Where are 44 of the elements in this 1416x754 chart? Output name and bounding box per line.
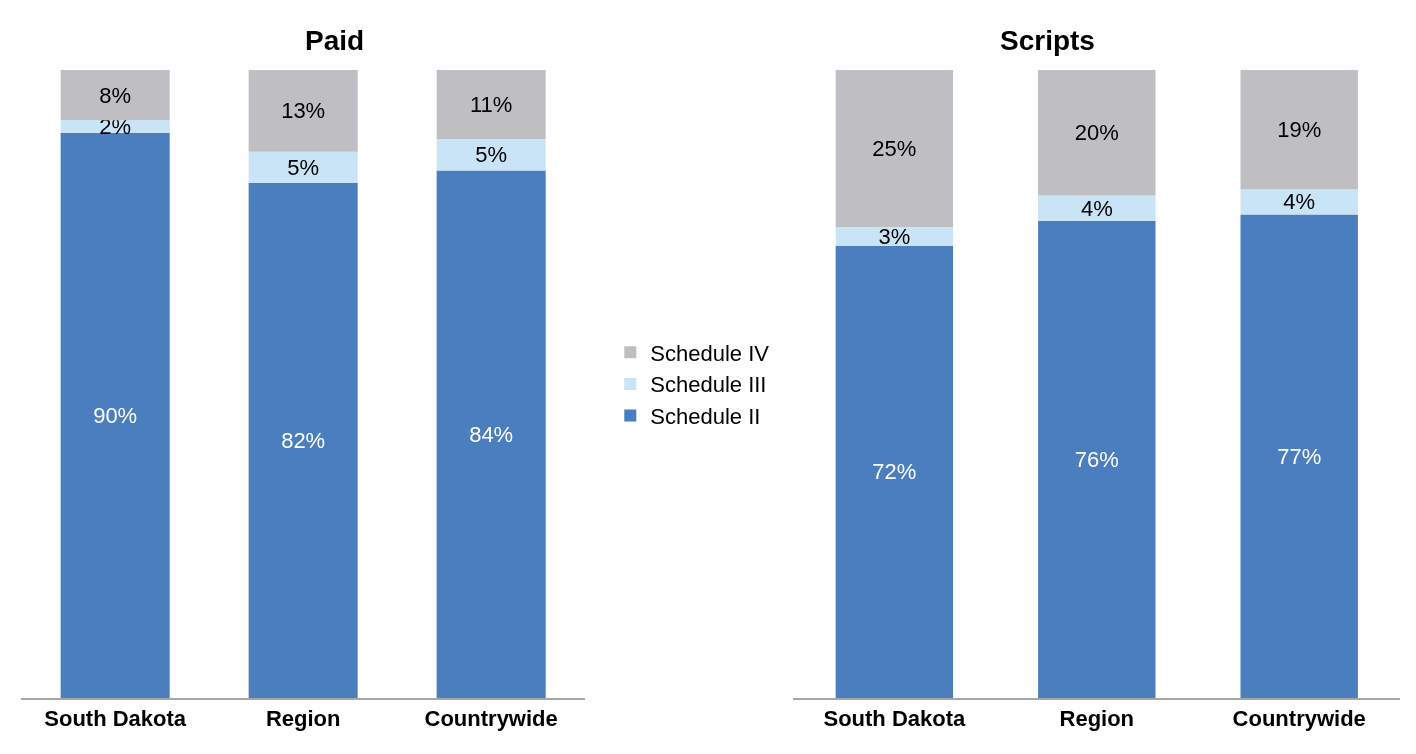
data-label: 5%	[287, 154, 320, 180]
bar	[1240, 189, 1358, 215]
bar	[1038, 220, 1156, 698]
data-label: 11%	[469, 92, 513, 118]
data-label: 8%	[99, 82, 132, 108]
data-label: 4%	[1080, 195, 1113, 221]
x-tick-label: Region	[265, 706, 341, 732]
bar	[436, 170, 546, 698]
bar	[248, 151, 358, 184]
data-label: 3%	[878, 223, 911, 249]
bar	[436, 70, 546, 140]
chart-title: Paid	[305, 25, 365, 56]
legend-label: Schedule IV	[650, 340, 770, 366]
bar	[248, 70, 358, 152]
bar	[835, 245, 954, 698]
x-tick-label: South Dakota	[823, 706, 967, 732]
x-tick-label: Region	[1059, 706, 1135, 732]
bar	[248, 183, 358, 698]
bar	[1240, 70, 1358, 190]
legend-label: Schedule III	[650, 372, 767, 398]
data-label: 25%	[872, 136, 917, 161]
x-tick-label: South Dakota	[44, 706, 187, 732]
bar	[436, 139, 546, 171]
data-label: 19%	[1277, 117, 1322, 143]
data-label: 76%	[1074, 446, 1119, 472]
data-label: 13%	[281, 98, 326, 124]
data-label: 4%	[1283, 189, 1316, 215]
bar	[60, 132, 170, 698]
data-label: 90%	[93, 402, 138, 428]
data-label: 82%	[281, 428, 326, 454]
bar	[835, 70, 954, 227]
bar	[60, 70, 170, 121]
data-label: 5%	[475, 142, 508, 168]
bar	[1038, 195, 1156, 221]
data-label: 20%	[1074, 120, 1119, 146]
x-tick-label: Countrywide	[1232, 706, 1366, 732]
bar	[1240, 214, 1358, 698]
x-tick-label: Countrywide	[424, 706, 558, 732]
data-label: 84%	[469, 421, 514, 447]
bar	[1038, 70, 1156, 196]
legend-label: Schedule II	[650, 404, 761, 430]
data-label: 77%	[1277, 443, 1322, 469]
data-label: 72%	[872, 459, 917, 485]
chart-title: Scripts	[1000, 25, 1095, 56]
